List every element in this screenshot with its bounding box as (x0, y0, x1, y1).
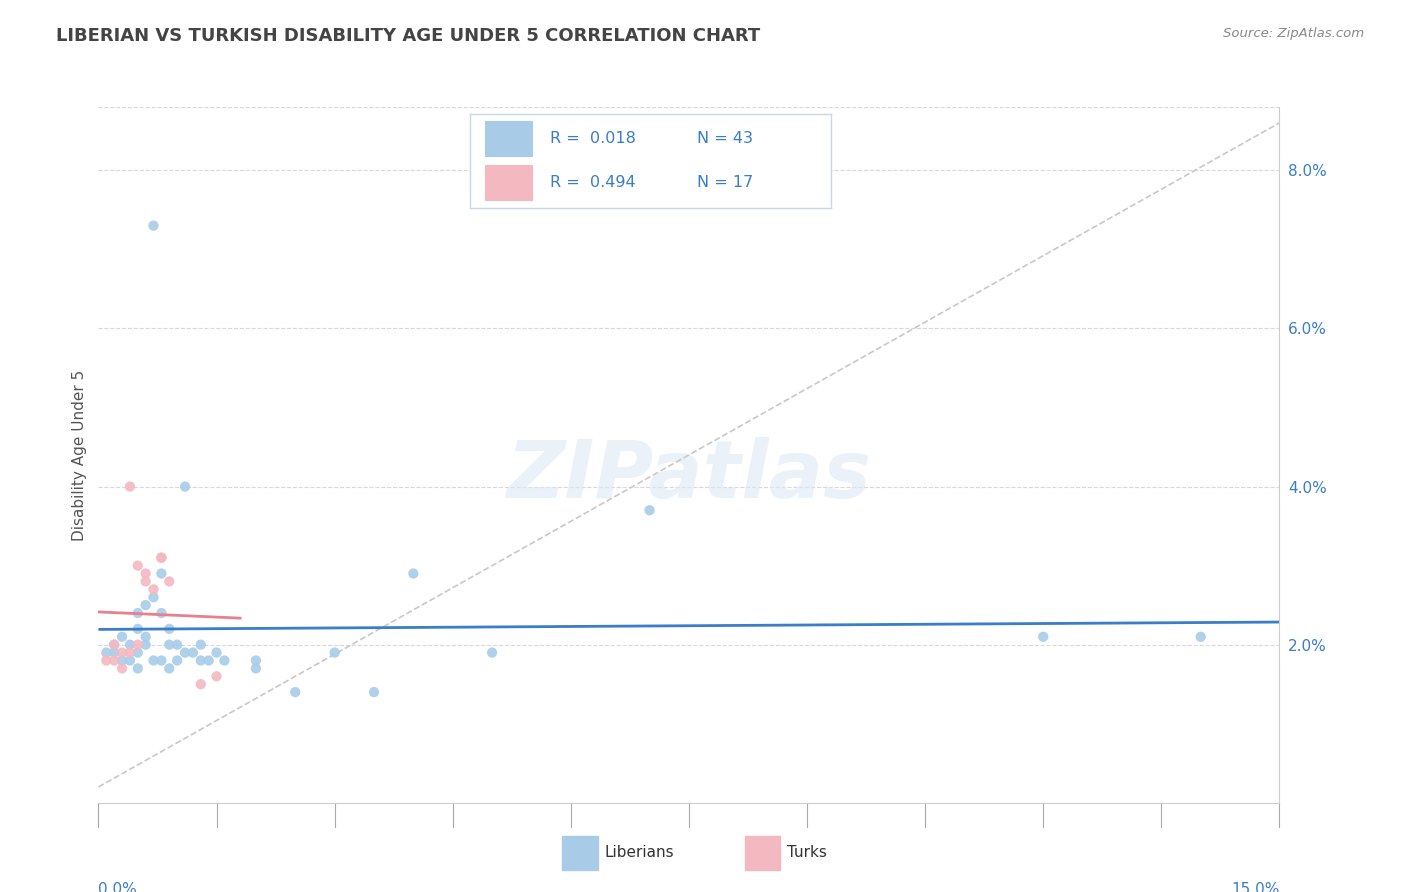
Point (135, 566, 157, 581)
Point (323, 646, 346, 660)
Point (135, 574, 157, 589)
Point (245, 653, 267, 667)
Point (166, 638, 188, 652)
Point (481, 646, 503, 660)
Point (190, 677, 212, 691)
Point (174, 479, 197, 493)
Point (214, 653, 236, 667)
Text: 15.0%: 15.0% (1232, 882, 1279, 892)
Point (96, 653, 118, 667)
Point (150, 566, 173, 581)
Point (181, 646, 204, 660)
Text: ZIPatlas: ZIPatlas (506, 437, 872, 515)
Point (150, 550, 173, 565)
Point (245, 661, 267, 675)
Point (205, 669, 228, 683)
Point (127, 606, 149, 620)
Text: LIBERIAN VS TURKISH DISABILITY AGE UNDER 5 CORRELATION CHART: LIBERIAN VS TURKISH DISABILITY AGE UNDER… (56, 27, 761, 45)
Point (111, 646, 134, 660)
Point (174, 646, 197, 660)
Point (127, 622, 149, 636)
Point (96, 646, 118, 660)
Point (103, 638, 125, 652)
Point (142, 591, 165, 605)
Point (103, 646, 125, 660)
Point (118, 646, 141, 660)
Point (111, 630, 134, 644)
Point (638, 503, 661, 517)
Text: Liberians: Liberians (605, 846, 675, 860)
Point (197, 653, 219, 667)
Point (111, 661, 134, 675)
Y-axis label: Disability Age Under 5: Disability Age Under 5 (72, 369, 87, 541)
Point (135, 638, 157, 652)
Point (1189, 630, 1212, 644)
Point (157, 638, 180, 652)
Point (142, 582, 165, 597)
Point (127, 558, 149, 573)
Point (118, 638, 141, 652)
Point (205, 646, 228, 660)
Text: Turks: Turks (787, 846, 827, 860)
Point (111, 653, 134, 667)
Text: 0.0%: 0.0% (98, 882, 138, 892)
Text: Source: ZipAtlas.com: Source: ZipAtlas.com (1223, 27, 1364, 40)
Point (166, 653, 188, 667)
Point (284, 685, 307, 699)
Point (127, 638, 149, 652)
Point (127, 646, 149, 660)
Point (118, 653, 141, 667)
Point (157, 622, 180, 636)
Point (150, 550, 173, 565)
Point (157, 661, 180, 675)
Point (142, 219, 165, 233)
Point (402, 566, 425, 581)
Point (118, 479, 141, 493)
Point (190, 653, 212, 667)
Point (127, 661, 149, 675)
Point (190, 638, 212, 652)
Point (150, 653, 173, 667)
Point (150, 606, 173, 620)
Point (157, 574, 180, 589)
Point (103, 653, 125, 667)
Point (135, 630, 157, 644)
Point (142, 653, 165, 667)
Point (363, 685, 385, 699)
Point (135, 598, 157, 612)
Point (1032, 630, 1054, 644)
Point (103, 638, 125, 652)
